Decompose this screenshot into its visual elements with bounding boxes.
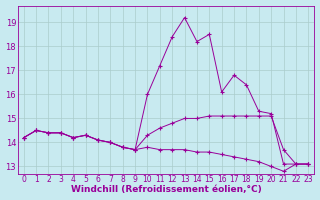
X-axis label: Windchill (Refroidissement éolien,°C): Windchill (Refroidissement éolien,°C) [71, 185, 261, 194]
